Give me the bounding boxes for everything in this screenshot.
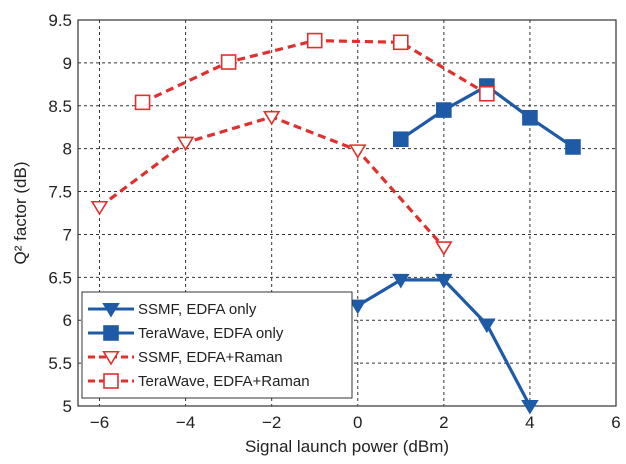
data-point <box>348 144 367 159</box>
data-point <box>522 109 538 126</box>
y-tick-label: 8.5 <box>48 97 72 116</box>
data-point <box>176 136 195 152</box>
data-point <box>392 131 409 148</box>
x-axis-label: Signal launch power (dBm) <box>245 437 449 456</box>
data-point <box>306 32 323 49</box>
data-point <box>478 318 496 334</box>
legend-label: SSMF, EDFA only <box>138 301 257 318</box>
plot-frame <box>77 19 617 407</box>
x-tick-label: 2 <box>439 413 448 432</box>
tick-labels: −6 −4 −2 0 2 4 6 5 5.5 6 6.5 7 7.5 8 8.5 9 9.5 <box>48 11 620 432</box>
legend-label: TeraWave, EDFA+Raman <box>138 373 310 390</box>
data-point <box>392 273 410 289</box>
legend-marker <box>102 302 120 318</box>
legend: SSMF, EDFA only TeraWave, EDFA only SSMF, … <box>81 291 353 399</box>
legend-item: TeraWave, EDFA+Raman <box>88 373 310 390</box>
legend-item: TeraWave, EDFA only <box>88 325 284 342</box>
data-point <box>220 54 237 70</box>
data-point <box>435 241 453 256</box>
legend-label: SSMF, EDFA+Raman <box>138 349 283 366</box>
x-tick-label: 0 <box>353 413 362 432</box>
legend-label: TeraWave, EDFA only <box>138 325 284 342</box>
data-point <box>565 139 581 155</box>
legend-marker <box>103 373 119 389</box>
legend-marker <box>103 325 119 341</box>
data-point <box>134 94 151 111</box>
y-tick-label: 9 <box>63 54 72 73</box>
legend-item: SSMF, EDFA only <box>88 301 257 318</box>
series-3 <box>90 110 453 256</box>
y-axis-label: Q² factor (dB) <box>11 162 30 265</box>
data-point <box>521 399 539 415</box>
y-tick-label: 6 <box>63 311 72 330</box>
data-point <box>435 273 453 289</box>
data-point <box>392 34 409 51</box>
x-tick-label: 4 <box>525 413 534 432</box>
series-line <box>141 38 488 104</box>
y-tick-label: 7 <box>63 225 72 244</box>
series-layer <box>90 32 581 415</box>
legend-item: SSMF, EDFA+Raman <box>88 349 283 366</box>
y-tick-label: 5.5 <box>48 354 72 373</box>
y-tick-label: 7.5 <box>48 183 72 202</box>
x-tick-label: −4 <box>176 413 195 432</box>
x-tick-label: −2 <box>262 413 281 432</box>
data-point <box>436 102 452 118</box>
legend-marker <box>102 350 120 366</box>
data-point <box>262 110 281 126</box>
data-point <box>90 200 109 216</box>
x-tick-label: −6 <box>90 413 109 432</box>
x-tick-label: 6 <box>611 413 620 432</box>
data-point <box>479 85 495 102</box>
y-tick-label: 5 <box>63 397 72 416</box>
y-tick-label: 8 <box>63 140 72 159</box>
y-tick-label: 6.5 <box>48 268 72 287</box>
series-4 <box>134 32 495 111</box>
series-1 <box>348 273 539 415</box>
data-point <box>348 299 367 315</box>
y-tick-label: 9.5 <box>48 11 72 30</box>
